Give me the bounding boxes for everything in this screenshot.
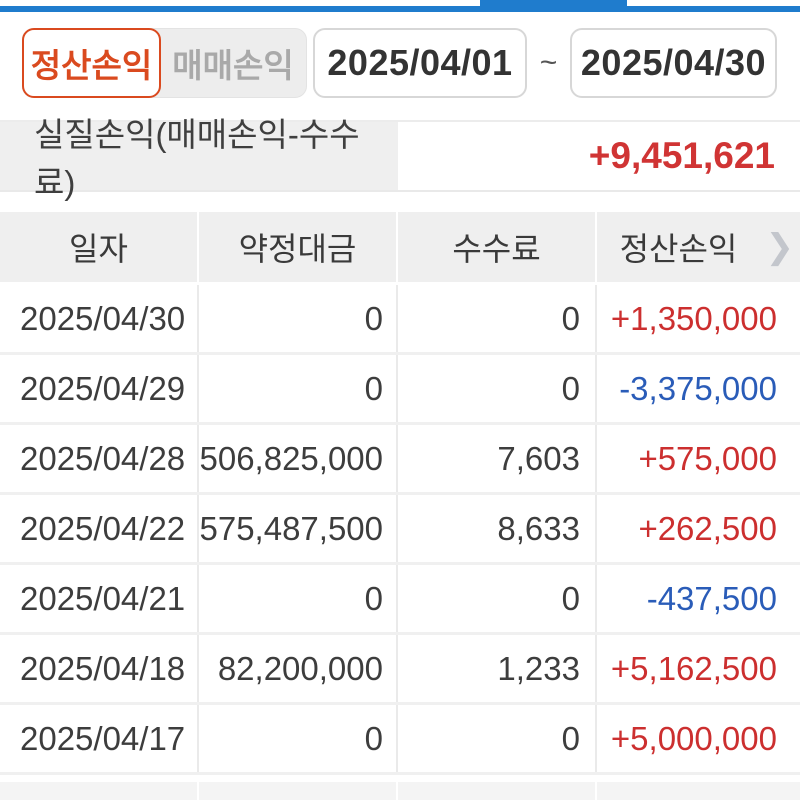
row-amount: 506,825,000 [199, 425, 398, 492]
active-tab-indicator [480, 0, 627, 12]
row-date: 2025/04/29 [0, 355, 199, 422]
row-amount: 0 [199, 285, 398, 352]
more-columns-chevron-icon[interactable]: ❯ [765, 228, 795, 266]
header-date: 일자 [0, 212, 199, 282]
row-amount: 575,487,500 [199, 495, 398, 562]
net-pl-label: 실질손익(매매손익-수수료) [0, 116, 398, 201]
header-settlement-pl: 정산손익 ❯ [597, 212, 800, 282]
row-pl: -437,500 [646, 579, 777, 617]
row-date: 2025/04/22 [0, 495, 199, 562]
table-row[interactable]: 2025/04/28 506,825,000 7,603 +575,000 [0, 425, 800, 495]
row-amount: 0 [199, 565, 398, 632]
row-amount: 0 [199, 705, 398, 772]
table-row[interactable]: 2025/04/17 0 0 +5,000,000 [0, 705, 800, 775]
header-fee: 수수료 [398, 212, 597, 282]
row-date: 2025/04/17 [0, 705, 199, 772]
row-pl: -3,375,000 [619, 369, 777, 407]
start-date-input[interactable]: 2025/04/01 [313, 28, 527, 98]
row-date: 2025/04/18 [0, 635, 199, 702]
net-pl-summary-row: 실질손익(매매손익-수수료) +9,451,621 [0, 116, 800, 201]
net-pl-value: +9,451,621 [588, 135, 775, 176]
row-pl: +575,000 [638, 439, 777, 477]
pl-type-segmented-control: 정산손익 매매손익 [22, 28, 307, 98]
row-date: 2025/04/21 [0, 565, 199, 632]
top-divider-line [0, 6, 800, 12]
row-fee: 0 [398, 705, 597, 772]
row-date: 2025/04/28 [0, 425, 199, 492]
row-fee: 0 [398, 565, 597, 632]
row-amount: 0 [199, 355, 398, 422]
end-date-input[interactable]: 2025/04/30 [570, 28, 777, 98]
row-fee: 1,233 [398, 635, 597, 702]
next-row-partial [0, 782, 800, 800]
date-range-separator: ~ [539, 46, 558, 79]
row-fee: 8,633 [398, 495, 597, 562]
row-pl: +5,000,000 [610, 719, 777, 757]
row-pl: +262,500 [638, 509, 777, 547]
table-row[interactable]: 2025/04/21 0 0 -437,500 [0, 565, 800, 635]
table-row[interactable]: 2025/04/29 0 0 -3,375,000 [0, 355, 800, 425]
table-row[interactable]: 2025/04/18 82,200,000 1,233 +5,162,500 [0, 635, 800, 705]
row-pl: +1,350,000 [610, 299, 777, 337]
row-fee: 7,603 [398, 425, 597, 492]
row-date: 2025/04/30 [0, 285, 199, 352]
table-header-row: 일자 약정대금 수수료 정산손익 ❯ [0, 212, 800, 282]
row-fee: 0 [398, 355, 597, 422]
table-row[interactable]: 2025/04/30 0 0 +1,350,000 [0, 285, 800, 355]
table-body: 2025/04/30 0 0 +1,350,000 2025/04/29 0 0… [0, 285, 800, 775]
row-amount: 82,200,000 [199, 635, 398, 702]
tab-trading-pl[interactable]: 매매손익 [172, 47, 294, 84]
tab-settlement-pl[interactable]: 정산손익 [22, 28, 161, 98]
row-fee: 0 [398, 285, 597, 352]
table-row[interactable]: 2025/04/22 575,487,500 8,633 +262,500 [0, 495, 800, 565]
header-settlement-pl-label: 정산손익 [619, 231, 738, 267]
header-contract-amount: 약정대금 [199, 212, 398, 282]
row-pl: +5,162,500 [610, 649, 777, 687]
